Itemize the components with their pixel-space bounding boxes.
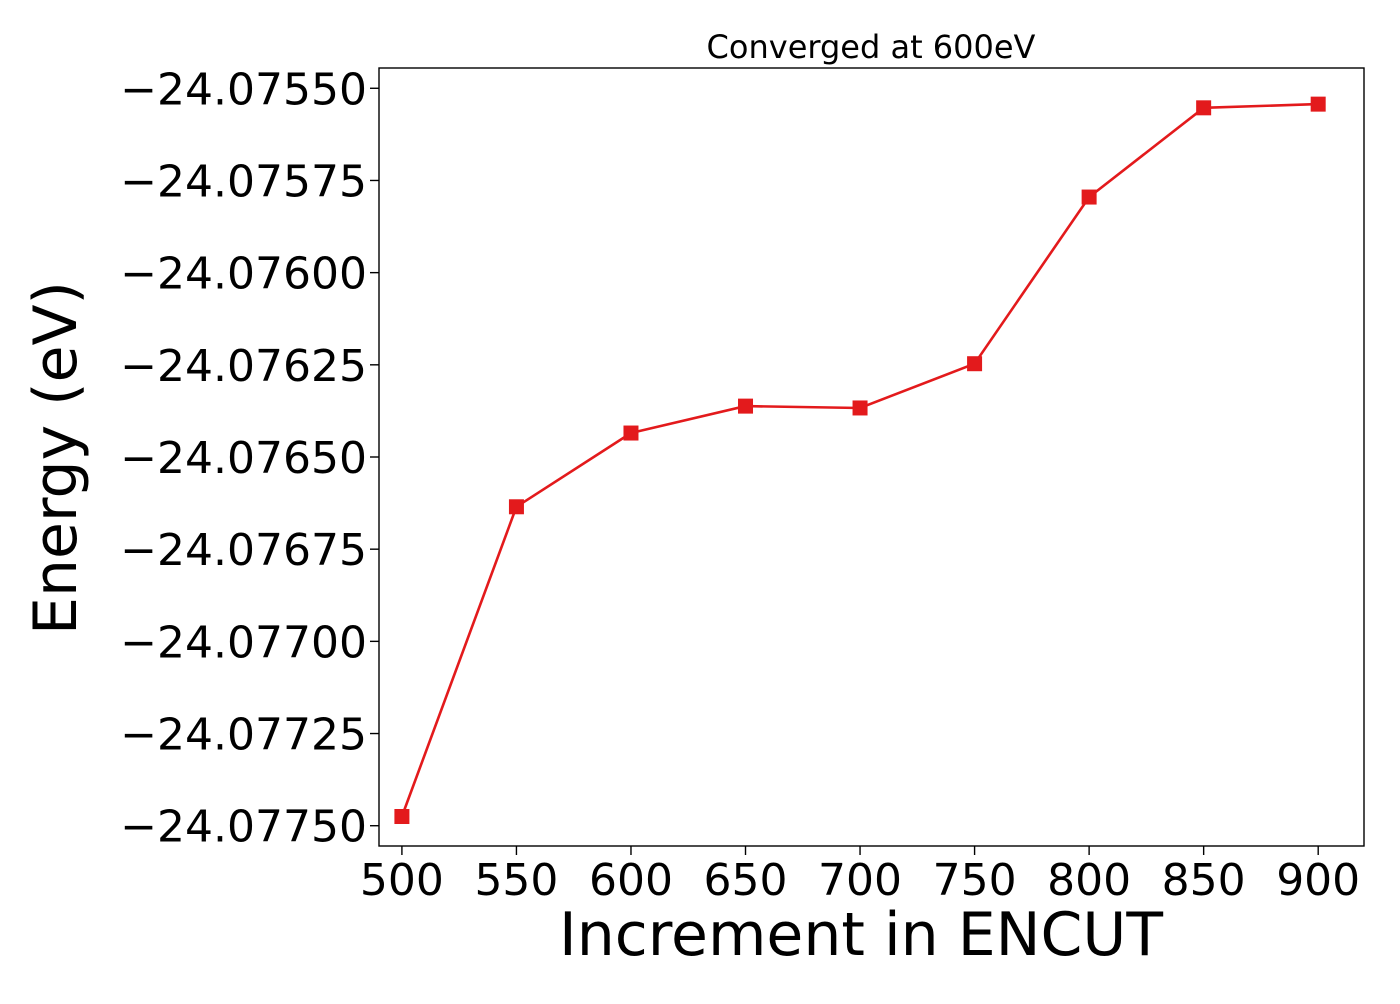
series-line xyxy=(400,102,1319,817)
data-point-marker xyxy=(1081,189,1097,205)
x-tick-label: 700 xyxy=(818,855,902,906)
y-tick-label: −24.07550 xyxy=(120,64,367,115)
data-point-marker xyxy=(623,425,639,441)
x-tick-label: 900 xyxy=(1276,855,1360,906)
x-tick-label: 800 xyxy=(1047,855,1131,906)
data-point-marker xyxy=(1310,96,1326,112)
y-axis-label: Energy (eV) xyxy=(21,281,91,635)
data-point-marker xyxy=(1196,100,1212,116)
y-tick-label: −24.07650 xyxy=(120,433,367,484)
x-axis-label: Increment in ENCUT xyxy=(559,900,1163,970)
x-tick-label: 500 xyxy=(360,855,444,906)
y-tick-label: −24.07675 xyxy=(120,525,367,576)
plot-area-frame xyxy=(378,67,1365,847)
y-axis: −24.07550 −24.07575 −24.07600 −24.07625 −24.… xyxy=(120,64,379,853)
data-point-marker xyxy=(852,400,868,416)
series-markers xyxy=(394,96,1326,825)
x-tick-label: 600 xyxy=(589,855,673,906)
y-tick-label: −24.07750 xyxy=(120,802,367,853)
x-tick-label: 650 xyxy=(704,855,788,906)
x-tick-label: 550 xyxy=(474,855,558,906)
x-axis: 500 550 600 650 700 750 800 850 900 xyxy=(360,846,1360,906)
y-tick-label: −24.07600 xyxy=(120,249,367,300)
data-point-marker xyxy=(508,499,524,515)
x-tick-label: 750 xyxy=(933,855,1017,906)
y-tick-label: −24.07575 xyxy=(120,156,367,207)
chart-title: Converged at 600eV xyxy=(707,28,1036,66)
data-point-marker xyxy=(738,398,754,414)
x-tick-label: 850 xyxy=(1162,855,1246,906)
data-point-marker xyxy=(967,356,983,372)
y-tick-label: −24.07700 xyxy=(120,617,367,668)
data-point-marker xyxy=(394,809,410,825)
y-tick-label: −24.07725 xyxy=(120,710,367,761)
y-tick-label: −24.07625 xyxy=(120,341,367,392)
